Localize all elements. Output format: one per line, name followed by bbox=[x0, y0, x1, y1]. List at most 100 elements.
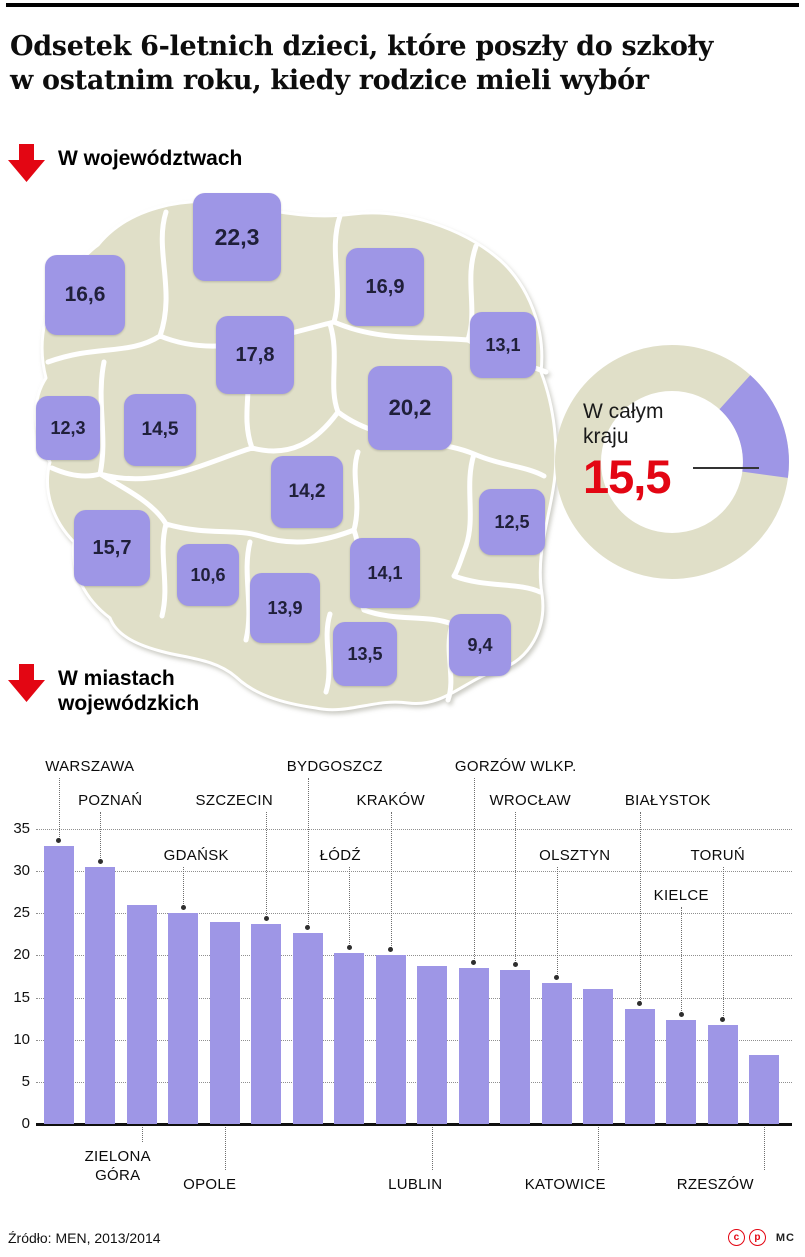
leader-dot bbox=[720, 1017, 726, 1023]
leader-dot bbox=[180, 905, 186, 911]
leader-dot bbox=[346, 944, 352, 950]
bar-gorzów-wlkp- bbox=[458, 968, 489, 1124]
city-label: TORUŃ bbox=[690, 847, 746, 864]
y-tick-label: 30 bbox=[13, 862, 30, 880]
city-label: SZCZECIN bbox=[195, 792, 273, 809]
city-label: ŁÓDŹ bbox=[319, 847, 361, 864]
map-value-square: 12,3 bbox=[36, 396, 100, 460]
section-label-cities: W miastach wojewódzkich bbox=[58, 664, 199, 717]
y-tick-label: 10 bbox=[13, 1030, 30, 1048]
leader-dot bbox=[471, 960, 477, 966]
gridline bbox=[36, 955, 792, 957]
down-arrow-icon bbox=[8, 144, 45, 182]
city-label: KRAKÓW bbox=[356, 792, 425, 809]
phonogram-letter: p bbox=[754, 1232, 761, 1243]
bar-wrocław bbox=[500, 969, 531, 1124]
bar-kraków bbox=[375, 955, 406, 1124]
map-value-square: 14,1 bbox=[350, 538, 420, 608]
gridline bbox=[36, 1039, 792, 1041]
bar-warszawa bbox=[43, 845, 74, 1124]
y-tick-label: 20 bbox=[13, 946, 30, 964]
national-value: 15,5 bbox=[583, 450, 671, 504]
leader-line bbox=[598, 1127, 600, 1170]
city-label: GORZÓW WLKP. bbox=[454, 758, 577, 775]
top-rule bbox=[6, 3, 799, 7]
section-label-voivodeships: W województwach bbox=[58, 147, 243, 170]
poland-cartogram-map: 22,3 16,6 16,9 17,8 13,1 12,3 14,5 20,2 14,2 12,5… bbox=[8, 190, 588, 735]
leader-line bbox=[432, 1127, 434, 1170]
leader-dot bbox=[512, 961, 518, 967]
leader-dot bbox=[637, 1000, 643, 1006]
leader-dot bbox=[263, 916, 269, 922]
national-caption-line1: W całym bbox=[583, 400, 664, 423]
bar-opole bbox=[209, 921, 240, 1124]
city-label: KATOWICE bbox=[524, 1176, 606, 1193]
bar-toruń bbox=[707, 1025, 738, 1124]
leader-line bbox=[390, 812, 392, 949]
leader-line bbox=[722, 867, 724, 1019]
national-caption: W całym kraju bbox=[583, 399, 743, 449]
bar-lublin bbox=[417, 965, 448, 1124]
city-label: POZNAŃ bbox=[78, 792, 143, 809]
source-note: Źródło: MEN, 2013/2014 bbox=[8, 1229, 161, 1246]
leader-line bbox=[224, 1127, 226, 1170]
leader-line bbox=[58, 778, 60, 839]
title-line1: Odsetek 6-letnich dzieci, które poszły d… bbox=[10, 31, 714, 62]
map-value-square: 16,9 bbox=[346, 248, 424, 326]
city-label: BIAŁYSTOK bbox=[624, 792, 711, 809]
city-label: ZIELONA GÓRA bbox=[84, 1148, 151, 1184]
city-label: KIELCE bbox=[653, 887, 709, 904]
city-label: OPOLE bbox=[183, 1176, 237, 1193]
leader-line bbox=[266, 812, 268, 918]
bar-olsztyn bbox=[541, 983, 572, 1124]
gridline bbox=[36, 829, 792, 830]
gridline bbox=[36, 871, 792, 873]
city-label: RZESZÓW bbox=[676, 1176, 754, 1193]
leader-line bbox=[681, 907, 683, 1014]
city-bar-chart: 35 30 25 20 15 10 5 0 WARSZAWA POZNAŃ ZIELONA GÓRA… bbox=[0, 750, 805, 1220]
bar-katowice bbox=[583, 989, 614, 1124]
x-axis-baseline bbox=[36, 1123, 792, 1126]
gridline bbox=[36, 1081, 792, 1083]
y-tick-label: 35 bbox=[13, 820, 30, 837]
y-tick-label: 25 bbox=[13, 904, 30, 922]
leader-dot bbox=[305, 924, 311, 930]
leader-line bbox=[349, 867, 351, 946]
bar-łódź bbox=[334, 952, 365, 1124]
section-label-cities-line1: W miastach bbox=[58, 667, 175, 690]
city-label: WROCŁAW bbox=[489, 792, 572, 809]
credits: c p MC bbox=[727, 1229, 795, 1246]
gridline bbox=[36, 997, 792, 999]
donut-center-text: W całym kraju 15,5 bbox=[583, 399, 743, 500]
map-value-square: 17,8 bbox=[216, 316, 294, 394]
bar-rzeszów bbox=[749, 1054, 780, 1124]
map-value-square: 10,6 bbox=[177, 544, 239, 606]
bar-bydgoszcz bbox=[292, 932, 323, 1124]
page-title: Odsetek 6-letnich dzieci, które poszły d… bbox=[10, 30, 796, 98]
y-tick-label: 5 bbox=[21, 1072, 30, 1090]
leader-dot bbox=[554, 975, 560, 981]
map-value-square: 9,4 bbox=[449, 614, 511, 676]
map-value-square: 12,5 bbox=[479, 489, 545, 555]
map-value-square: 14,5 bbox=[124, 394, 196, 466]
leader-line bbox=[183, 867, 185, 907]
leader-line bbox=[100, 812, 102, 860]
donut-segment bbox=[719, 375, 789, 478]
copyright-icon: c bbox=[727, 1229, 745, 1246]
section-header-cities: W miastach wojewódzkich bbox=[8, 664, 199, 717]
map-value-square: 14,2 bbox=[271, 456, 343, 528]
map-value-square: 13,9 bbox=[250, 573, 320, 643]
footer: Źródło: MEN, 2013/2014 c p MC bbox=[8, 1229, 795, 1246]
leader-line bbox=[307, 778, 309, 926]
city-label: OLSZTYN bbox=[539, 847, 611, 864]
leader-dot bbox=[56, 837, 62, 843]
national-caption-line2: kraju bbox=[583, 425, 629, 449]
map-value-square: 13,5 bbox=[333, 622, 397, 686]
map-value-squares-layer: 22,3 16,6 16,9 17,8 13,1 12,3 14,5 20,2 14,2 12,5… bbox=[8, 190, 588, 735]
bar-gdańsk bbox=[168, 913, 199, 1124]
bar-białystok bbox=[624, 1008, 655, 1124]
leader-line bbox=[764, 1127, 766, 1170]
bar-kielce bbox=[666, 1020, 697, 1124]
leader-line bbox=[473, 778, 475, 962]
